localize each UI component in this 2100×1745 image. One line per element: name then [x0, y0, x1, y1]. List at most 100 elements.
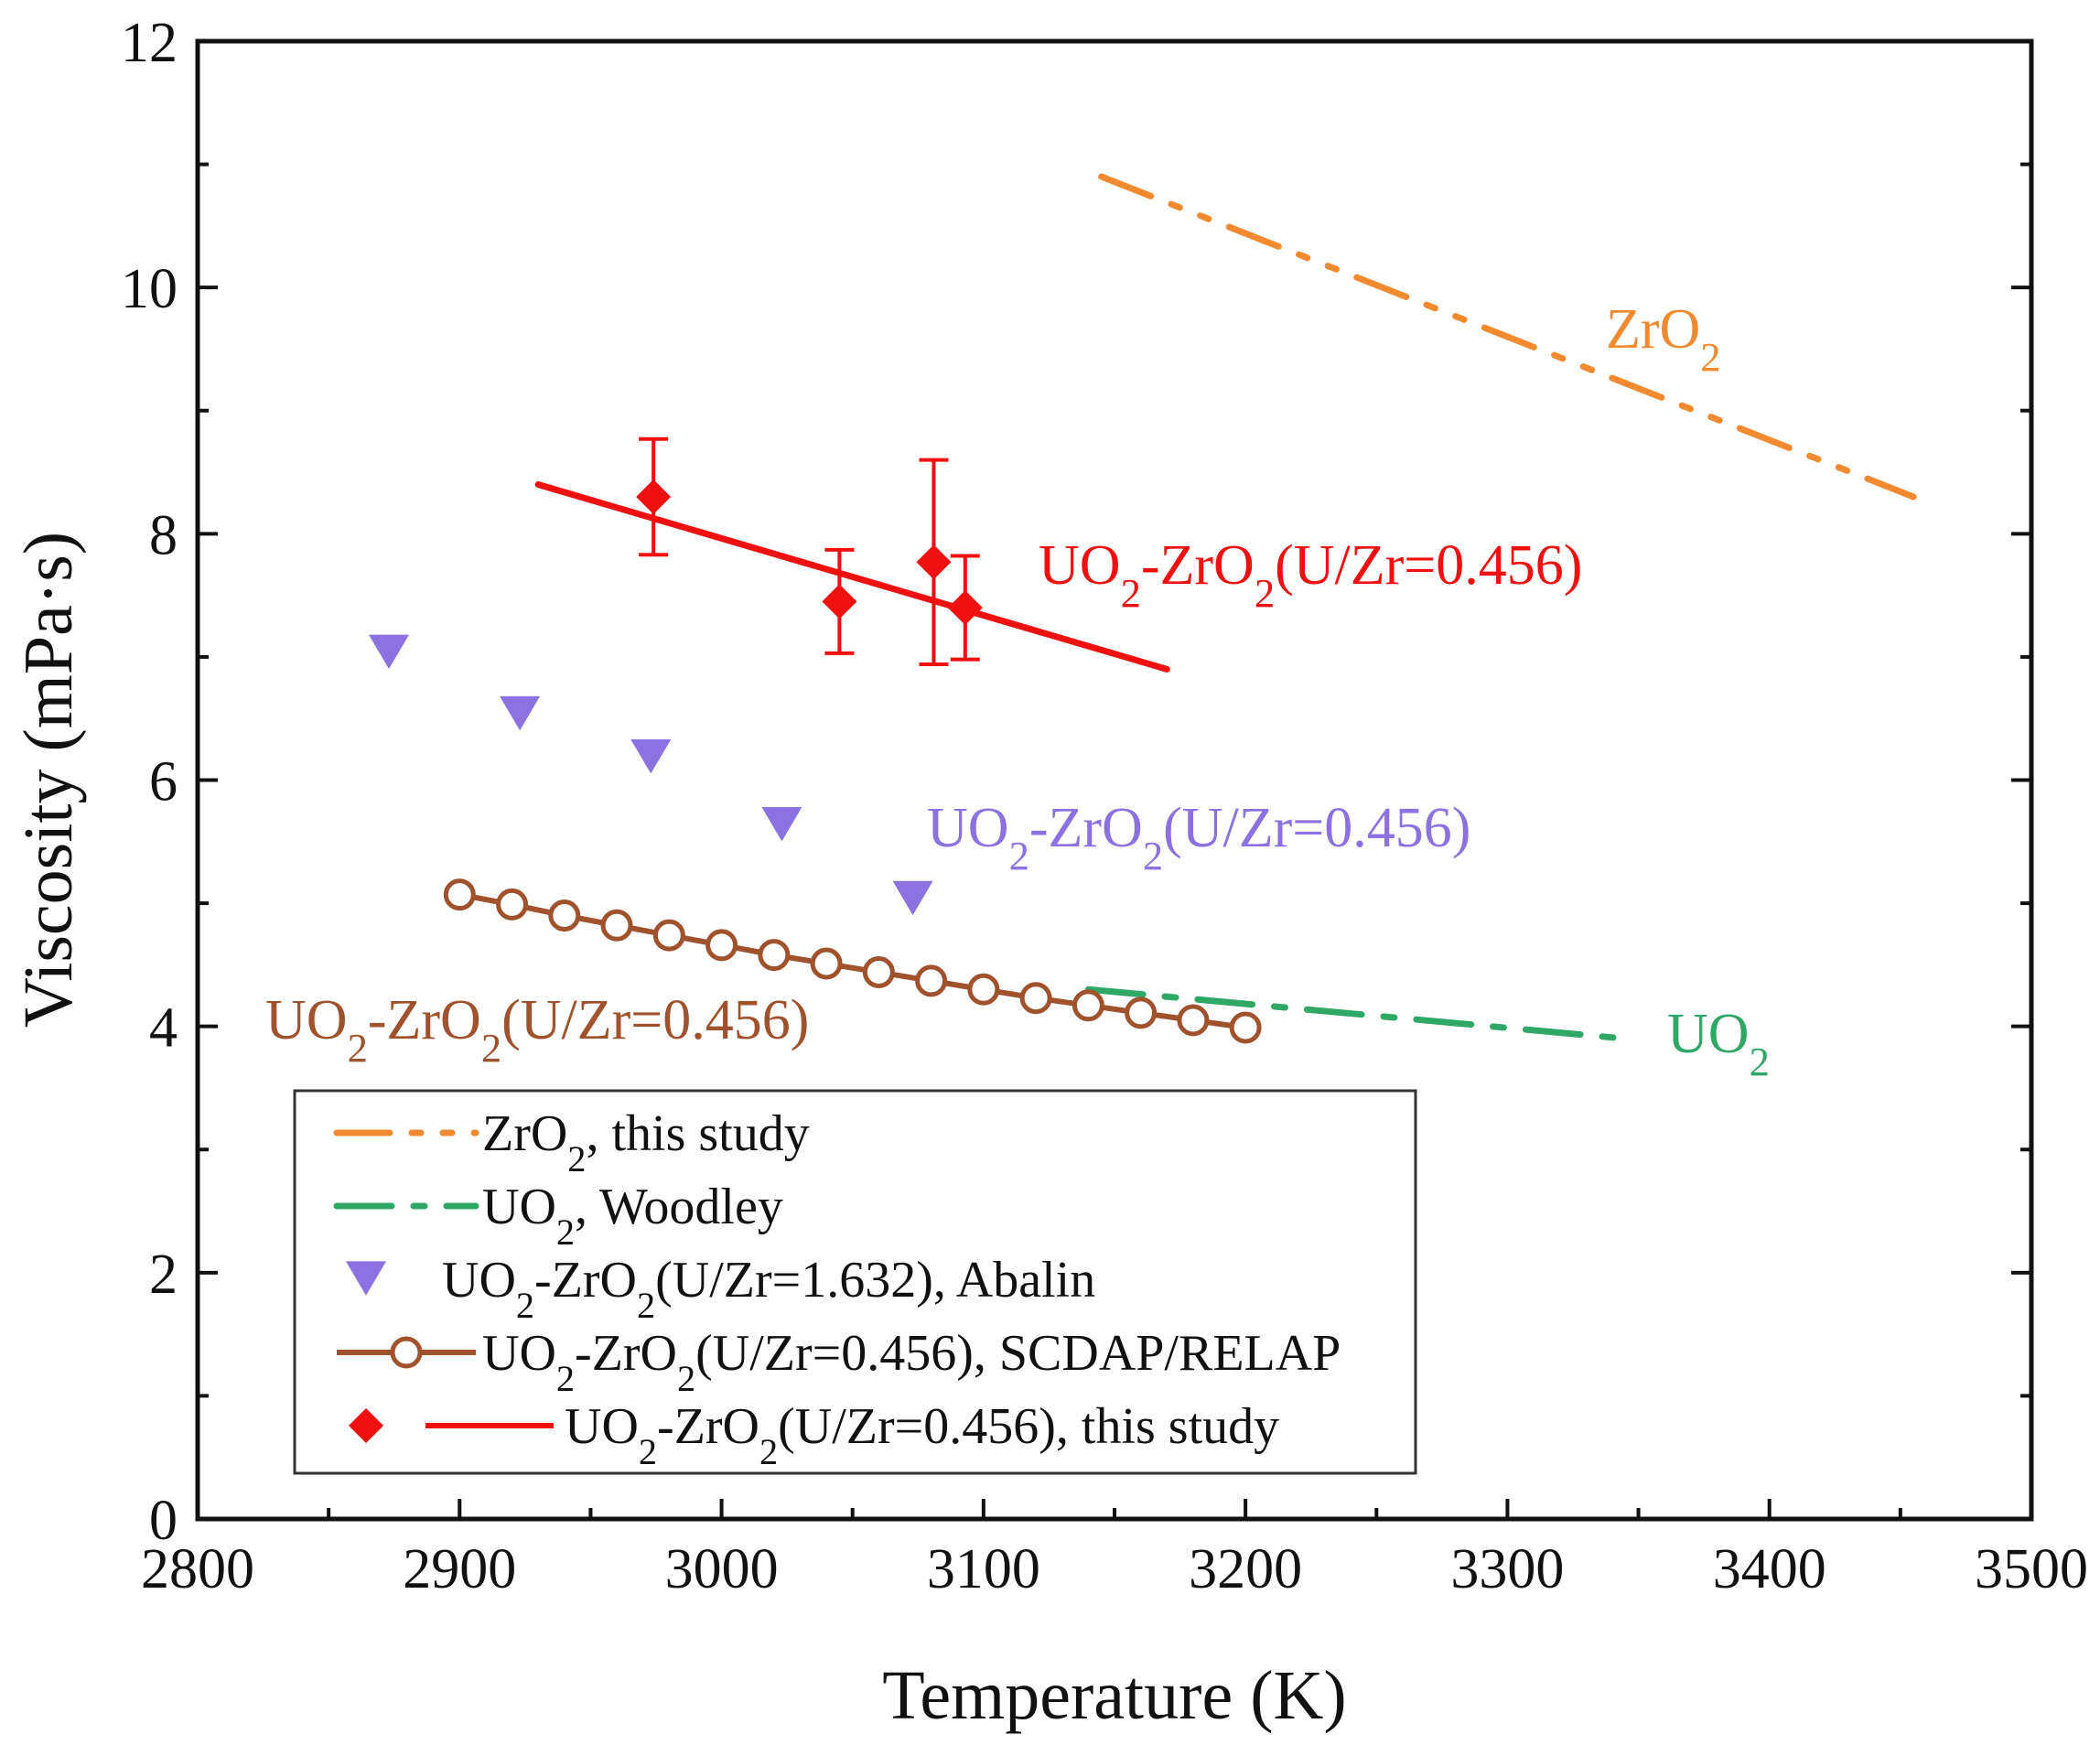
- annotation-this_study-part: UO: [1039, 534, 1121, 597]
- annotation-abalin-subscript: 2: [1143, 833, 1163, 878]
- series-zro2: [1098, 173, 1917, 501]
- annotation-zro2: ZrO2: [1606, 298, 1721, 380]
- series-uo2: [1084, 986, 1629, 1042]
- legend-label-scdap: UO2-ZrO2(U/Zr=0.456), SCDAP/RELAP: [482, 1325, 1341, 1399]
- legend-label-uo2-part: , Woodley: [575, 1179, 783, 1235]
- data-point-scdap: [862, 955, 895, 988]
- legend-label-scdap-part: UO: [482, 1325, 556, 1382]
- annotation-scdap: UO2-ZrO2(U/Zr=0.456): [265, 989, 809, 1071]
- data-point-abalin: [892, 880, 933, 916]
- annotation-this_study-subscript: 2: [1255, 570, 1275, 616]
- legend-label-this_study_points-subscript: 2: [759, 1431, 778, 1472]
- data-point-scdap: [1072, 989, 1104, 1022]
- series-line-uo2: [1084, 986, 1629, 1042]
- legend-label-zro2: ZrO2, this study: [482, 1105, 810, 1179]
- x-tick-label: 3100: [927, 1538, 1040, 1600]
- data-point-scdap: [810, 947, 843, 980]
- annotation-this_study-subscript: 2: [1121, 570, 1141, 616]
- legend-label-zro2-subscript: 2: [567, 1138, 586, 1179]
- legend-label-abalin-subscript: 2: [637, 1285, 655, 1326]
- data-point-scdap: [915, 964, 948, 997]
- legend-label-scdap-part: (U/Zr=0.456), SCDAP/RELAP: [695, 1325, 1341, 1382]
- legend-label-this_study_points-part: -ZrO: [657, 1398, 759, 1455]
- y-tick-label: 2: [149, 1244, 178, 1306]
- data-point-scdap: [1229, 1011, 1262, 1044]
- annotation-abalin: UO2-ZrO2(U/Zr=0.456): [927, 797, 1470, 878]
- series-this_study_fit: [534, 481, 1170, 673]
- annotation-abalin-subscript: 2: [1009, 833, 1029, 878]
- y-tick-label: 0: [149, 1490, 178, 1552]
- annotation-zro2-subscript: 2: [1700, 334, 1720, 380]
- legend-item-uo2: UO2, Woodley: [333, 1179, 783, 1253]
- legend-label-scdap-part: -ZrO: [575, 1325, 677, 1382]
- annotation-scdap-subscript: 2: [481, 1025, 501, 1071]
- legend-item-scdap: UO2-ZrO2(U/Zr=0.456), SCDAP/RELAP: [337, 1325, 1341, 1399]
- data-point-scdap: [1019, 982, 1052, 1015]
- x-tick-label: 3000: [665, 1538, 779, 1600]
- legend-label-abalin-part: UO: [442, 1252, 516, 1309]
- data-point-abalin: [500, 695, 541, 731]
- legend-label-abalin-part: (U/Zr=1.632), Abalin: [655, 1252, 1095, 1309]
- legend-label-uo2-subscript: 2: [556, 1212, 575, 1253]
- data-point-this_study_points: [822, 584, 857, 619]
- y-tick-label: 8: [149, 504, 178, 566]
- y-axis-title: Viscosity (mPa·s): [10, 532, 87, 1028]
- annotation-this_study-part: -ZrO: [1141, 534, 1255, 597]
- data-point-abalin: [761, 807, 802, 842]
- legend-label-this_study_points: UO2-ZrO2(U/Zr=0.456), this study: [565, 1398, 1279, 1472]
- annotation-scdap-part: (U/Zr=0.456): [501, 989, 809, 1051]
- data-point-scdap: [443, 878, 476, 911]
- series-scdap: [443, 878, 1262, 1044]
- series-line-scdap: [457, 891, 1249, 1031]
- annotation-uo2-subscript: 2: [1750, 1039, 1770, 1084]
- data-point-abalin: [630, 738, 672, 774]
- series-line-zro2: [1098, 173, 1917, 501]
- data-point-this_study_points: [916, 544, 952, 580]
- legend-label-abalin-part: -ZrO: [534, 1252, 637, 1309]
- annotation-scdap-subscript: 2: [348, 1025, 368, 1071]
- series-line-this_study_fit: [534, 481, 1170, 673]
- x-axis-title: Temperature (K): [882, 1657, 1346, 1734]
- x-tick-label: 3200: [1189, 1538, 1302, 1600]
- legend-item-this_study_points: UO2-ZrO2(U/Zr=0.456), this study: [349, 1398, 1279, 1472]
- data-point-scdap: [652, 919, 685, 952]
- annotation-uo2-part: UO: [1667, 1003, 1750, 1065]
- data-point-scdap: [705, 929, 738, 962]
- annotation-this_study-part: (U/Zr=0.456): [1275, 534, 1582, 597]
- legend-label-abalin: UO2-ZrO2(U/Zr=1.632), Abalin: [442, 1252, 1095, 1326]
- data-point-this_study_points: [636, 479, 672, 514]
- x-tick-label: 3500: [1975, 1538, 2088, 1600]
- data-point-scdap: [967, 973, 1000, 1006]
- legend-label-this_study_points-part: (U/Zr=0.456), this study: [778, 1398, 1279, 1455]
- annotation-this_study: UO2-ZrO2(U/Zr=0.456): [1039, 534, 1582, 616]
- y-tick-label: 6: [149, 751, 178, 813]
- data-point-scdap: [1177, 1004, 1210, 1037]
- legend-label-zro2-part: , this study: [586, 1105, 809, 1162]
- annotation-abalin-part: (U/Zr=0.456): [1163, 797, 1470, 859]
- legend-label-zro2-part: ZrO: [482, 1105, 567, 1162]
- legend-swatch-marker: [349, 1408, 383, 1443]
- series-abalin: [368, 634, 933, 916]
- annotation-abalin-part: -ZrO: [1029, 797, 1143, 859]
- legend-label-scdap-subscript: 2: [556, 1358, 575, 1399]
- legend-label-this_study_points-subscript: 2: [639, 1431, 657, 1472]
- legend-item-abalin: UO2-ZrO2(U/Zr=1.632), Abalin: [346, 1252, 1095, 1326]
- series-layer: [368, 173, 1917, 1044]
- annotation-uo2: UO2: [1667, 1003, 1770, 1084]
- data-point-scdap: [548, 899, 581, 932]
- data-point-scdap: [758, 939, 791, 972]
- legend-box: [293, 1089, 1417, 1475]
- ticks-layer: 2800 2900 3000 3100 3200 3300 3400 3500 0 2 4 6 8 10 1…: [121, 12, 2088, 1600]
- annotation-zro2-part: ZrO: [1606, 298, 1700, 361]
- annotation-abalin-part: UO: [927, 797, 1009, 859]
- y-tick-label: 4: [149, 997, 178, 1060]
- legend-label-abalin-subscript: 2: [516, 1285, 534, 1326]
- x-tick-label: 3300: [1450, 1538, 1564, 1600]
- data-point-scdap: [600, 909, 633, 942]
- y-tick-label: 10: [121, 258, 178, 320]
- legend-swatch-marker: [390, 1336, 423, 1369]
- legend-label-this_study_points-part: UO: [565, 1398, 639, 1455]
